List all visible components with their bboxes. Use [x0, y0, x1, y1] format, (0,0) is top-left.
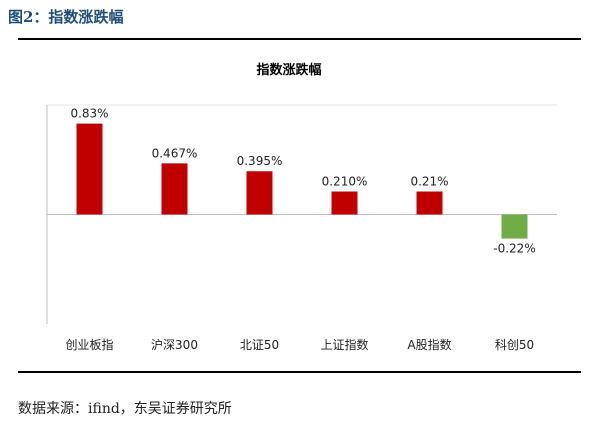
bar-4: [416, 191, 443, 215]
bottom-rule: [18, 371, 581, 373]
chart-title: 指数涨跌幅: [256, 62, 321, 78]
x-tick-label-4: A股指数: [407, 337, 451, 352]
bar-2: [246, 171, 273, 215]
bar-3: [331, 191, 358, 215]
data-label-3: 0.210%: [322, 175, 368, 189]
x-tick-label-1: 沪深300: [151, 338, 198, 352]
x-tick-label-0: 创业板指: [65, 337, 113, 352]
bar-0: [76, 123, 103, 215]
data-label-4: 0.21%: [410, 175, 448, 189]
x-tick-label-3: 上证指数: [320, 337, 368, 352]
source-note: 数据来源：ifind，东吴证券研究所: [18, 401, 232, 417]
bar-5: [501, 214, 528, 239]
figure-caption: 图2：指数涨跌幅: [8, 8, 124, 26]
top-rule: [18, 38, 581, 40]
data-label-0: 0.83%: [70, 107, 108, 121]
data-label-5: -0.22%: [493, 242, 535, 256]
bar-1: [161, 163, 188, 215]
data-label-1: 0.467%: [152, 146, 198, 160]
data-label-2: 0.395%: [237, 154, 283, 168]
x-tick-label-5: 科创50: [495, 338, 534, 352]
x-tick-label-2: 北证50: [240, 338, 279, 352]
plot-area: 0.83% 创业板指 0.467% 沪深300 0.395% 北证50 0.210% 上证指数…: [46, 104, 557, 352]
bar-chart: 指数涨跌幅 0.83% 创业板指 0.467% 沪深300 0.395% 北证50 0.21…: [46, 62, 557, 352]
chart-frame: 指数涨跌幅 0.83% 创业板指 0.467% 沪深300 0.395% 北证50 0.21…: [0, 40, 599, 371]
